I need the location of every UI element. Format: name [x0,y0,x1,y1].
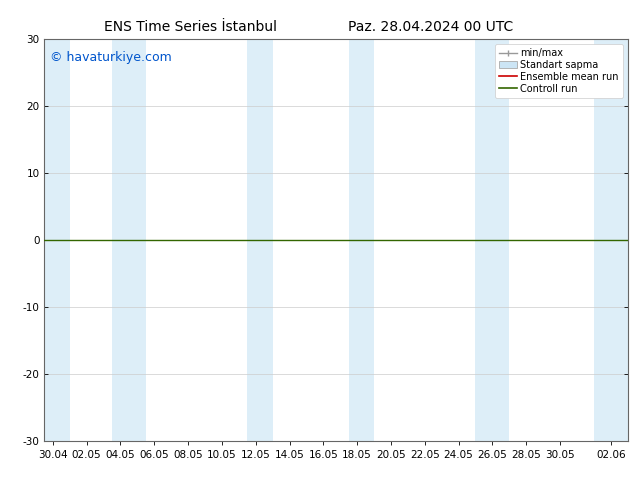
Bar [112,39,146,441]
Text: © havaturkiye.com: © havaturkiye.com [50,51,172,64]
Bar [594,39,628,441]
Text: Paz. 28.04.2024 00 UTC: Paz. 28.04.2024 00 UTC [349,20,514,34]
Bar [44,39,70,441]
Legend: min/max, Standart sapma, Ensemble mean run, Controll run: min/max, Standart sapma, Ensemble mean r… [495,44,623,98]
Text: ENS Time Series İstanbul: ENS Time Series İstanbul [104,20,276,34]
Bar [349,39,374,441]
Bar [476,39,509,441]
Bar [247,39,273,441]
